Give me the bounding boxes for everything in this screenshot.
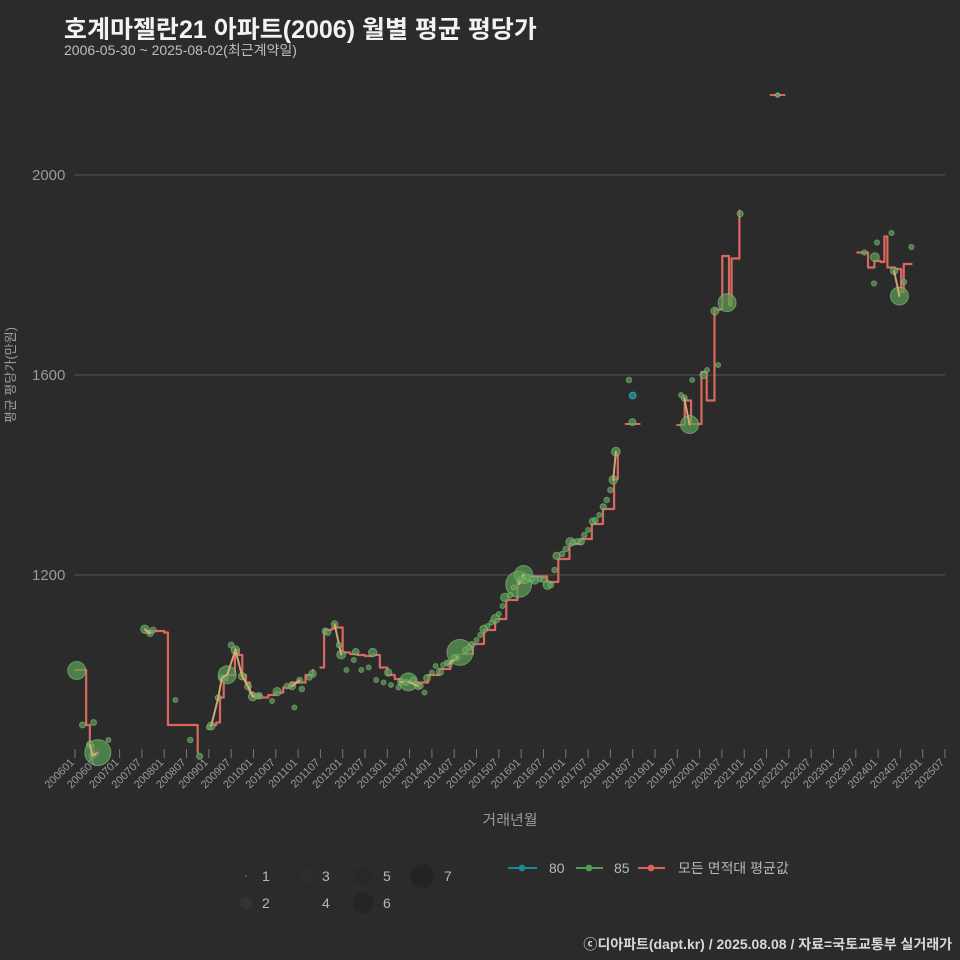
svg-text:1600: 1600 <box>32 367 65 384</box>
svg-text:4: 4 <box>322 895 330 911</box>
svg-text:1200: 1200 <box>32 567 65 584</box>
svg-text:7: 7 <box>444 868 452 884</box>
svg-text:6: 6 <box>383 895 391 911</box>
svg-text:1: 1 <box>262 868 270 884</box>
svg-text:2: 2 <box>262 895 270 911</box>
svg-text:3: 3 <box>322 868 330 884</box>
svg-text:80: 80 <box>549 860 565 876</box>
svg-text:2000: 2000 <box>32 167 65 184</box>
svg-text:모든 면적대 평균값: 모든 면적대 평균값 <box>678 860 789 876</box>
svg-text:거래년월: 거래년월 <box>482 812 537 829</box>
svg-text:5: 5 <box>383 868 391 884</box>
svg-text:85: 85 <box>614 860 630 876</box>
svg-text:평균 평당가(만원): 평균 평당가(만원) <box>3 327 18 423</box>
